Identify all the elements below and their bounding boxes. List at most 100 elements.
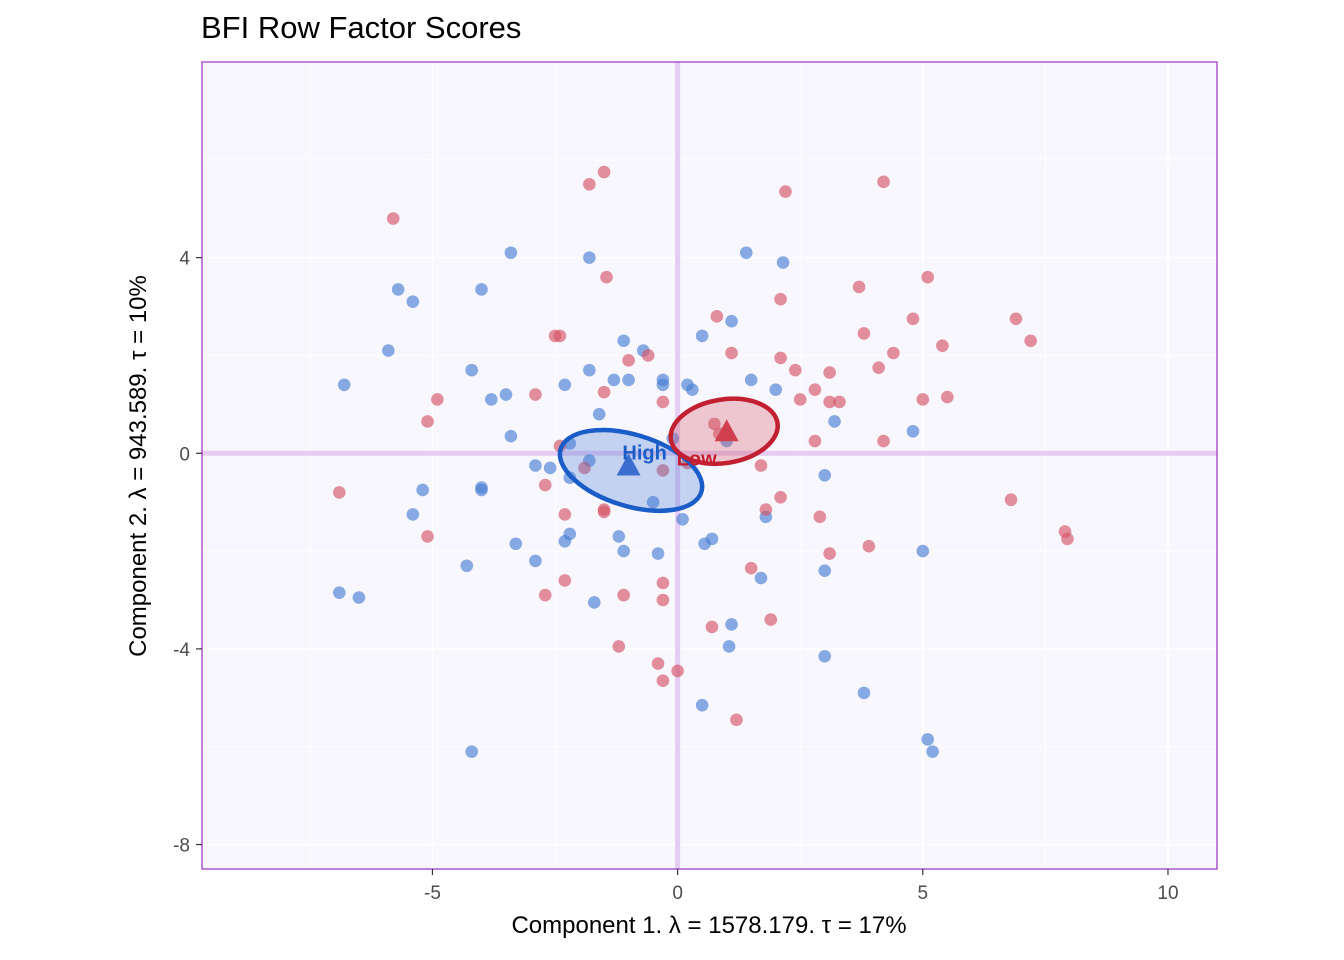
data-point-low <box>823 395 836 409</box>
data-point-low <box>916 393 930 406</box>
data-point-high <box>916 544 930 558</box>
data-point-high <box>465 745 478 758</box>
y-tick-label: 0 <box>179 444 190 465</box>
data-point-high <box>651 547 665 560</box>
data-point-high <box>416 483 429 497</box>
data-point-low <box>823 547 836 560</box>
data-point-high <box>926 745 939 758</box>
data-point-high <box>607 373 621 387</box>
data-point-low <box>921 270 935 284</box>
data-point-low <box>710 310 724 323</box>
data-point-low <box>553 329 567 343</box>
y-tick-label: -8 <box>173 836 190 857</box>
group-mean-high <box>616 453 641 476</box>
data-point-high <box>563 527 577 541</box>
data-point-low <box>612 640 626 653</box>
data-point-high <box>725 618 738 631</box>
data-point-low <box>759 503 773 516</box>
y-tick-label: 4 <box>179 249 190 270</box>
data-point-high <box>504 429 518 443</box>
data-point-low <box>421 530 434 543</box>
data-point-low <box>941 390 954 404</box>
data-point-high <box>406 295 420 308</box>
data-point-high <box>686 383 699 396</box>
data-point-low <box>808 383 822 396</box>
data-point-high <box>509 537 523 551</box>
data-point-high <box>583 251 596 264</box>
data-point-low <box>538 588 552 602</box>
data-point-low <box>558 508 572 521</box>
y-tick-label: -4 <box>173 640 190 661</box>
data-point-high <box>583 363 596 377</box>
data-point-high <box>337 378 351 392</box>
data-point-low <box>1024 334 1037 348</box>
data-point-low <box>600 270 613 284</box>
data-point-high <box>475 283 488 296</box>
group-label-low: Low <box>677 448 717 470</box>
data-point-high <box>857 686 871 700</box>
data-point-low <box>877 175 890 189</box>
data-point-high <box>921 733 935 746</box>
data-point-low <box>1004 493 1018 507</box>
data-point-high <box>543 461 557 475</box>
data-point-high <box>612 530 626 543</box>
x-tick-label: 0 <box>672 883 683 904</box>
data-point-low <box>862 539 876 553</box>
data-point-high <box>656 373 670 387</box>
data-point-high <box>695 329 709 343</box>
panel-border <box>201 61 1218 870</box>
x-tick-label: -5 <box>424 883 441 904</box>
data-point-low <box>386 212 400 225</box>
data-point-high <box>465 363 478 377</box>
data-point-high <box>622 373 635 387</box>
data-point-low <box>823 366 836 379</box>
data-point-high <box>529 554 542 568</box>
data-point-low <box>936 339 949 352</box>
data-point-high <box>499 388 513 401</box>
data-point-high <box>382 344 395 357</box>
data-point-low <box>779 185 792 198</box>
data-point-low <box>754 459 768 472</box>
data-point-low <box>887 346 900 360</box>
data-point-high <box>475 483 488 497</box>
data-point-low <box>332 486 346 499</box>
data-point-low <box>431 393 444 406</box>
data-point-low <box>656 593 670 607</box>
data-point-low <box>597 385 611 399</box>
data-point-high <box>460 559 474 573</box>
data-point-high <box>484 393 498 406</box>
data-point-high <box>754 571 768 585</box>
data-point-low <box>597 505 611 519</box>
data-point-low <box>641 349 655 362</box>
data-point-low <box>774 490 787 504</box>
data-point-low <box>793 393 807 406</box>
data-point-high <box>617 544 630 558</box>
data-point-low <box>622 354 635 367</box>
data-point-high <box>818 564 832 577</box>
chart-title: BFI Row Factor Scores <box>201 10 521 45</box>
data-point-low <box>705 620 719 634</box>
data-point-high <box>769 383 782 396</box>
y-axis-label: Component 2. λ = 943.589. τ = 10% <box>125 275 152 657</box>
data-point-low <box>725 346 738 360</box>
data-point-low <box>774 351 787 365</box>
data-point-low <box>538 478 552 492</box>
data-point-high <box>906 424 920 438</box>
data-point-low <box>656 464 670 477</box>
data-point-low <box>578 461 591 475</box>
data-point-low <box>656 395 670 409</box>
data-point-low <box>1009 312 1023 326</box>
data-point-low <box>764 613 778 626</box>
data-point-high <box>592 407 606 421</box>
data-point-low <box>877 434 890 448</box>
data-point-low <box>1061 532 1074 546</box>
data-point-high <box>391 283 405 296</box>
data-point-high <box>676 513 689 526</box>
data-point-low <box>583 177 596 191</box>
x-tick-label: 5 <box>918 883 929 904</box>
data-point-low <box>906 312 920 326</box>
data-point-high <box>725 314 738 328</box>
data-point-high <box>617 334 630 348</box>
data-point-low <box>651 657 665 670</box>
data-point-high <box>558 378 572 392</box>
